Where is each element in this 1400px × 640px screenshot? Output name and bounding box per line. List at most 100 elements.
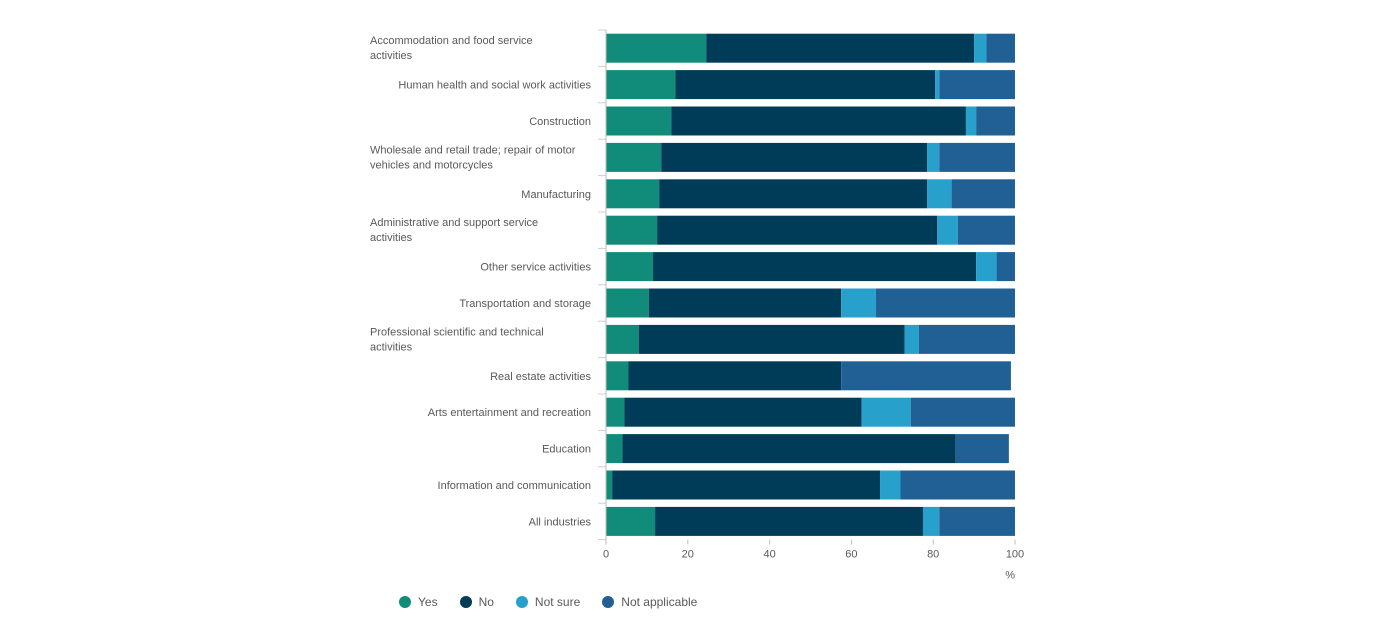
- bar-segment-yes[interactable]: [606, 215, 658, 245]
- category-label: All industries: [529, 516, 592, 528]
- category-label: Construction: [529, 116, 591, 128]
- category-label-line: Wholesale and retail trade; repair of mo…: [370, 144, 576, 156]
- legend-item-not-applicable[interactable]: Not applicable: [602, 595, 697, 609]
- x-axis: 0 20 40 60 80 100%: [598, 29, 1024, 582]
- bar-segment-no[interactable]: [653, 252, 977, 282]
- bar-segment-not-applicable[interactable]: [951, 179, 1015, 209]
- bar-segment-not-applicable[interactable]: [841, 361, 1011, 391]
- bar-segment-no[interactable]: [612, 470, 881, 500]
- bar-segment-yes[interactable]: [606, 324, 639, 354]
- category-label: Education: [542, 444, 591, 456]
- bar-segment-no[interactable]: [648, 288, 842, 318]
- bar-segment-yes[interactable]: [606, 288, 649, 318]
- legend-item-no[interactable]: No: [459, 595, 494, 609]
- category-label-line: Information and communication: [438, 480, 591, 492]
- category-labels: Accommodation and food service activities…: [370, 35, 591, 528]
- bar-segment-not-applicable[interactable]: [900, 470, 1015, 500]
- bar-segment-not-applicable[interactable]: [875, 288, 1015, 318]
- legend-swatch: [459, 596, 472, 608]
- bar-segment-not-applicable[interactable]: [996, 252, 1015, 282]
- category-label-line: Arts entertainment and recreation: [428, 407, 591, 419]
- bar-segment-not-sure[interactable]: [861, 397, 911, 427]
- bar-segment-yes[interactable]: [606, 434, 623, 464]
- x-tick-label: 40: [763, 549, 775, 561]
- x-tick-label: 20: [682, 549, 694, 561]
- x-axis-unit-label: %: [1005, 570, 1015, 582]
- bar-segment-yes[interactable]: [606, 252, 654, 282]
- bar-segment-yes[interactable]: [606, 179, 660, 209]
- bar-segment-not-sure[interactable]: [927, 179, 952, 209]
- category-label: Information and communication: [438, 480, 591, 492]
- bar-segment-no[interactable]: [638, 324, 905, 354]
- bar-segment-no[interactable]: [675, 70, 936, 100]
- bar-segment-no[interactable]: [655, 506, 923, 536]
- category-label-line: vehicles and motorcycles: [370, 159, 493, 171]
- category-label-line: All industries: [529, 516, 592, 528]
- bar-segment-not-sure[interactable]: [841, 288, 876, 318]
- bar-segment-not-sure[interactable]: [937, 215, 958, 245]
- category-label: Arts entertainment and recreation: [428, 407, 591, 419]
- category-label-line: activities: [370, 341, 413, 353]
- category-label: Human health and social work activities: [398, 80, 591, 92]
- bar-segment-not-sure[interactable]: [935, 70, 940, 100]
- bar-segment-not-sure[interactable]: [965, 106, 977, 136]
- legend-label: Not applicable: [621, 595, 698, 609]
- category-label-line: activities: [370, 50, 413, 62]
- bar-segment-yes[interactable]: [606, 397, 625, 427]
- legend-label: No: [478, 595, 494, 609]
- bar-segment-not-applicable[interactable]: [939, 142, 1015, 172]
- bar-segment-not-applicable[interactable]: [957, 215, 1015, 245]
- bar-segment-not-applicable[interactable]: [939, 506, 1015, 536]
- category-label-line: Manufacturing: [521, 189, 591, 201]
- category-label-line: Other service activities: [480, 262, 591, 274]
- bar-segment-no[interactable]: [657, 215, 938, 245]
- bar-segment-no[interactable]: [661, 142, 928, 172]
- bar-segment-yes[interactable]: [606, 33, 707, 63]
- x-tick-label: 60: [845, 549, 857, 561]
- category-label-line: activities: [370, 232, 413, 244]
- bar-segment-yes[interactable]: [606, 106, 672, 136]
- category-label-line: Transportation and storage: [459, 298, 591, 310]
- bar-segment-not-sure[interactable]: [904, 324, 919, 354]
- category-label-line: Human health and social work activities: [398, 80, 591, 92]
- bar-segment-not-applicable[interactable]: [918, 324, 1015, 354]
- bar-segment-not-applicable[interactable]: [939, 70, 1015, 100]
- x-tick-label: 0: [603, 549, 609, 561]
- bar-segment-no[interactable]: [628, 361, 842, 391]
- bar-segment-not-sure[interactable]: [974, 33, 987, 63]
- bar-segment-not-sure[interactable]: [880, 470, 901, 500]
- category-label-line: Education: [542, 444, 591, 456]
- bar-segment-no[interactable]: [659, 179, 928, 209]
- category-label-line: Construction: [529, 116, 591, 128]
- bar-segment-no[interactable]: [622, 434, 956, 464]
- legend-swatch: [515, 596, 528, 608]
- bar-segment-no[interactable]: [706, 33, 975, 63]
- category-label-line: Administrative and support service: [370, 217, 538, 229]
- category-label: Other service activities: [480, 262, 591, 274]
- bar-segment-yes[interactable]: [606, 70, 676, 100]
- bar-segment-no[interactable]: [671, 106, 966, 136]
- legend-swatch: [399, 596, 411, 608]
- category-label-line: Accommodation and food service: [370, 35, 533, 47]
- category-label: Professional scientific and technical act…: [370, 326, 544, 353]
- bars-group: [606, 33, 1015, 536]
- bar-segment-yes[interactable]: [606, 506, 656, 536]
- legend-item-not-sure[interactable]: Not sure: [515, 595, 580, 609]
- legend-label: Yes: [418, 595, 438, 609]
- legend-item-yes[interactable]: Yes: [399, 595, 438, 609]
- bar-segment-not-applicable[interactable]: [910, 397, 1015, 427]
- bar-segment-yes[interactable]: [606, 470, 613, 500]
- bar-segment-not-applicable[interactable]: [986, 33, 1015, 63]
- bar-segment-not-applicable[interactable]: [955, 434, 1009, 464]
- bar-segment-not-sure[interactable]: [922, 506, 940, 536]
- bar-segment-yes[interactable]: [606, 361, 629, 391]
- category-label: Manufacturing: [521, 189, 591, 201]
- bar-segment-no[interactable]: [624, 397, 862, 427]
- bar-segment-not-sure[interactable]: [927, 142, 940, 172]
- bar-segment-yes[interactable]: [606, 142, 662, 172]
- bar-segment-not-applicable[interactable]: [976, 106, 1015, 136]
- bar-segment-not-sure[interactable]: [976, 252, 997, 282]
- legend: Yes No Not sure Not applicable: [399, 595, 697, 609]
- category-label-line: Real estate activities: [490, 371, 591, 383]
